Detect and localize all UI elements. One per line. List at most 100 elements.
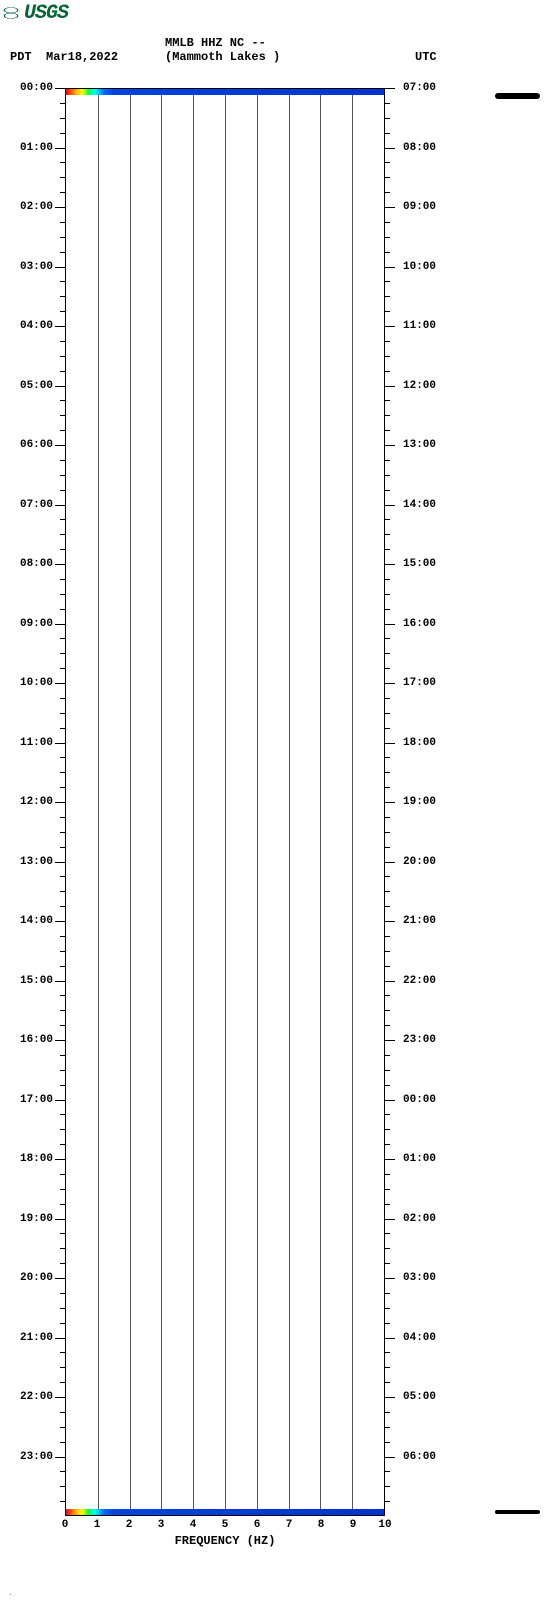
minor-tick [60,1204,65,1205]
header-left: PDT Mar18,2022 [10,50,118,64]
gridline [320,89,321,1515]
minor-tick [60,995,65,996]
right-tick-label: 22:00 [403,975,436,987]
minor-tick [385,400,390,401]
minor-tick [385,609,390,610]
minor-tick [385,995,390,996]
minor-tick [60,490,65,491]
minor-tick [385,1204,390,1205]
gridline [352,89,353,1515]
minor-tick [60,609,65,610]
minor-tick [60,103,65,104]
x-tick-label: 10 [378,1519,391,1531]
minor-tick [385,1471,390,1472]
minor-tick [60,966,65,967]
minor-tick [385,534,390,535]
minor-tick [60,311,65,312]
minor-tick [385,1144,390,1145]
minor-tick [385,1352,390,1353]
tick-mark [385,921,395,922]
minor-tick [385,222,390,223]
minor-tick [60,371,65,372]
tick-mark [385,445,395,446]
minor-tick [60,222,65,223]
minor-tick [385,936,390,937]
wave-icon [0,6,22,20]
minor-tick [60,192,65,193]
frequency-axis: FREQUENCY (HZ) 012345678910 [65,1516,385,1556]
tick-mark [55,624,65,625]
tick-mark [55,1278,65,1279]
right-time-axis: 07:0008:0009:0010:0011:0012:0013:0014:00… [385,88,465,1516]
right-tick-label: 20:00 [403,856,436,868]
minor-tick [385,490,390,491]
minor-tick [385,371,390,372]
minor-tick [385,728,390,729]
minor-tick [385,1248,390,1249]
minor-tick [60,817,65,818]
minor-tick [385,311,390,312]
left-tick-label: 11:00 [20,737,53,749]
tick-mark [385,505,395,506]
minor-tick [60,1263,65,1264]
tick-mark [385,267,395,268]
right-tick-label: 23:00 [403,1034,436,1046]
minor-tick [60,728,65,729]
minor-tick [385,1412,390,1413]
left-tick-label: 22:00 [20,1391,53,1403]
tick-mark [55,1338,65,1339]
minor-tick [60,281,65,282]
left-tick-label: 01:00 [20,142,53,154]
minor-tick [60,1174,65,1175]
minor-tick [60,579,65,580]
minor-tick [60,1189,65,1190]
right-tick-label: 01:00 [403,1153,436,1165]
header-station: MMLB HHZ NC -- [165,36,266,50]
minor-tick [60,1352,65,1353]
minor-tick [385,579,390,580]
minor-tick [385,638,390,639]
tick-mark [55,1397,65,1398]
tick-mark [55,326,65,327]
minor-tick [385,192,390,193]
minor-tick [60,832,65,833]
minor-tick [385,698,390,699]
minor-tick [60,757,65,758]
left-tick-label: 14:00 [20,915,53,927]
gridline [225,89,226,1515]
tick-mark [385,1219,395,1220]
minor-tick [60,1308,65,1309]
minor-tick [60,1114,65,1115]
minor-tick [385,1323,390,1324]
tick-mark [55,1159,65,1160]
right-tick-label: 10:00 [403,261,436,273]
tick-mark [55,1457,65,1458]
minor-tick [385,847,390,848]
minor-tick [385,951,390,952]
gridline [130,89,131,1515]
minor-tick [385,966,390,967]
left-time-axis: 00:0001:0002:0003:0004:0005:0006:0007:00… [0,88,65,1516]
right-tick-label: 11:00 [403,320,436,332]
left-tick-label: 00:00 [20,82,53,94]
minor-tick [385,906,390,907]
tick-mark [385,981,395,982]
right-tick-label: 15:00 [403,558,436,570]
minor-tick [60,1501,65,1502]
tick-mark [385,1040,395,1041]
minor-tick [60,594,65,595]
tick-mark [55,1040,65,1041]
minor-tick [60,1471,65,1472]
minor-tick [60,534,65,535]
minor-tick [385,177,390,178]
tick-mark [385,683,395,684]
left-tick-label: 23:00 [20,1451,53,1463]
minor-tick [60,1323,65,1324]
minor-tick [385,757,390,758]
minor-tick [60,1442,65,1443]
left-tick-label: 04:00 [20,320,53,332]
minor-tick [385,1070,390,1071]
gridline [257,89,258,1515]
minor-tick [385,832,390,833]
minor-tick [385,668,390,669]
